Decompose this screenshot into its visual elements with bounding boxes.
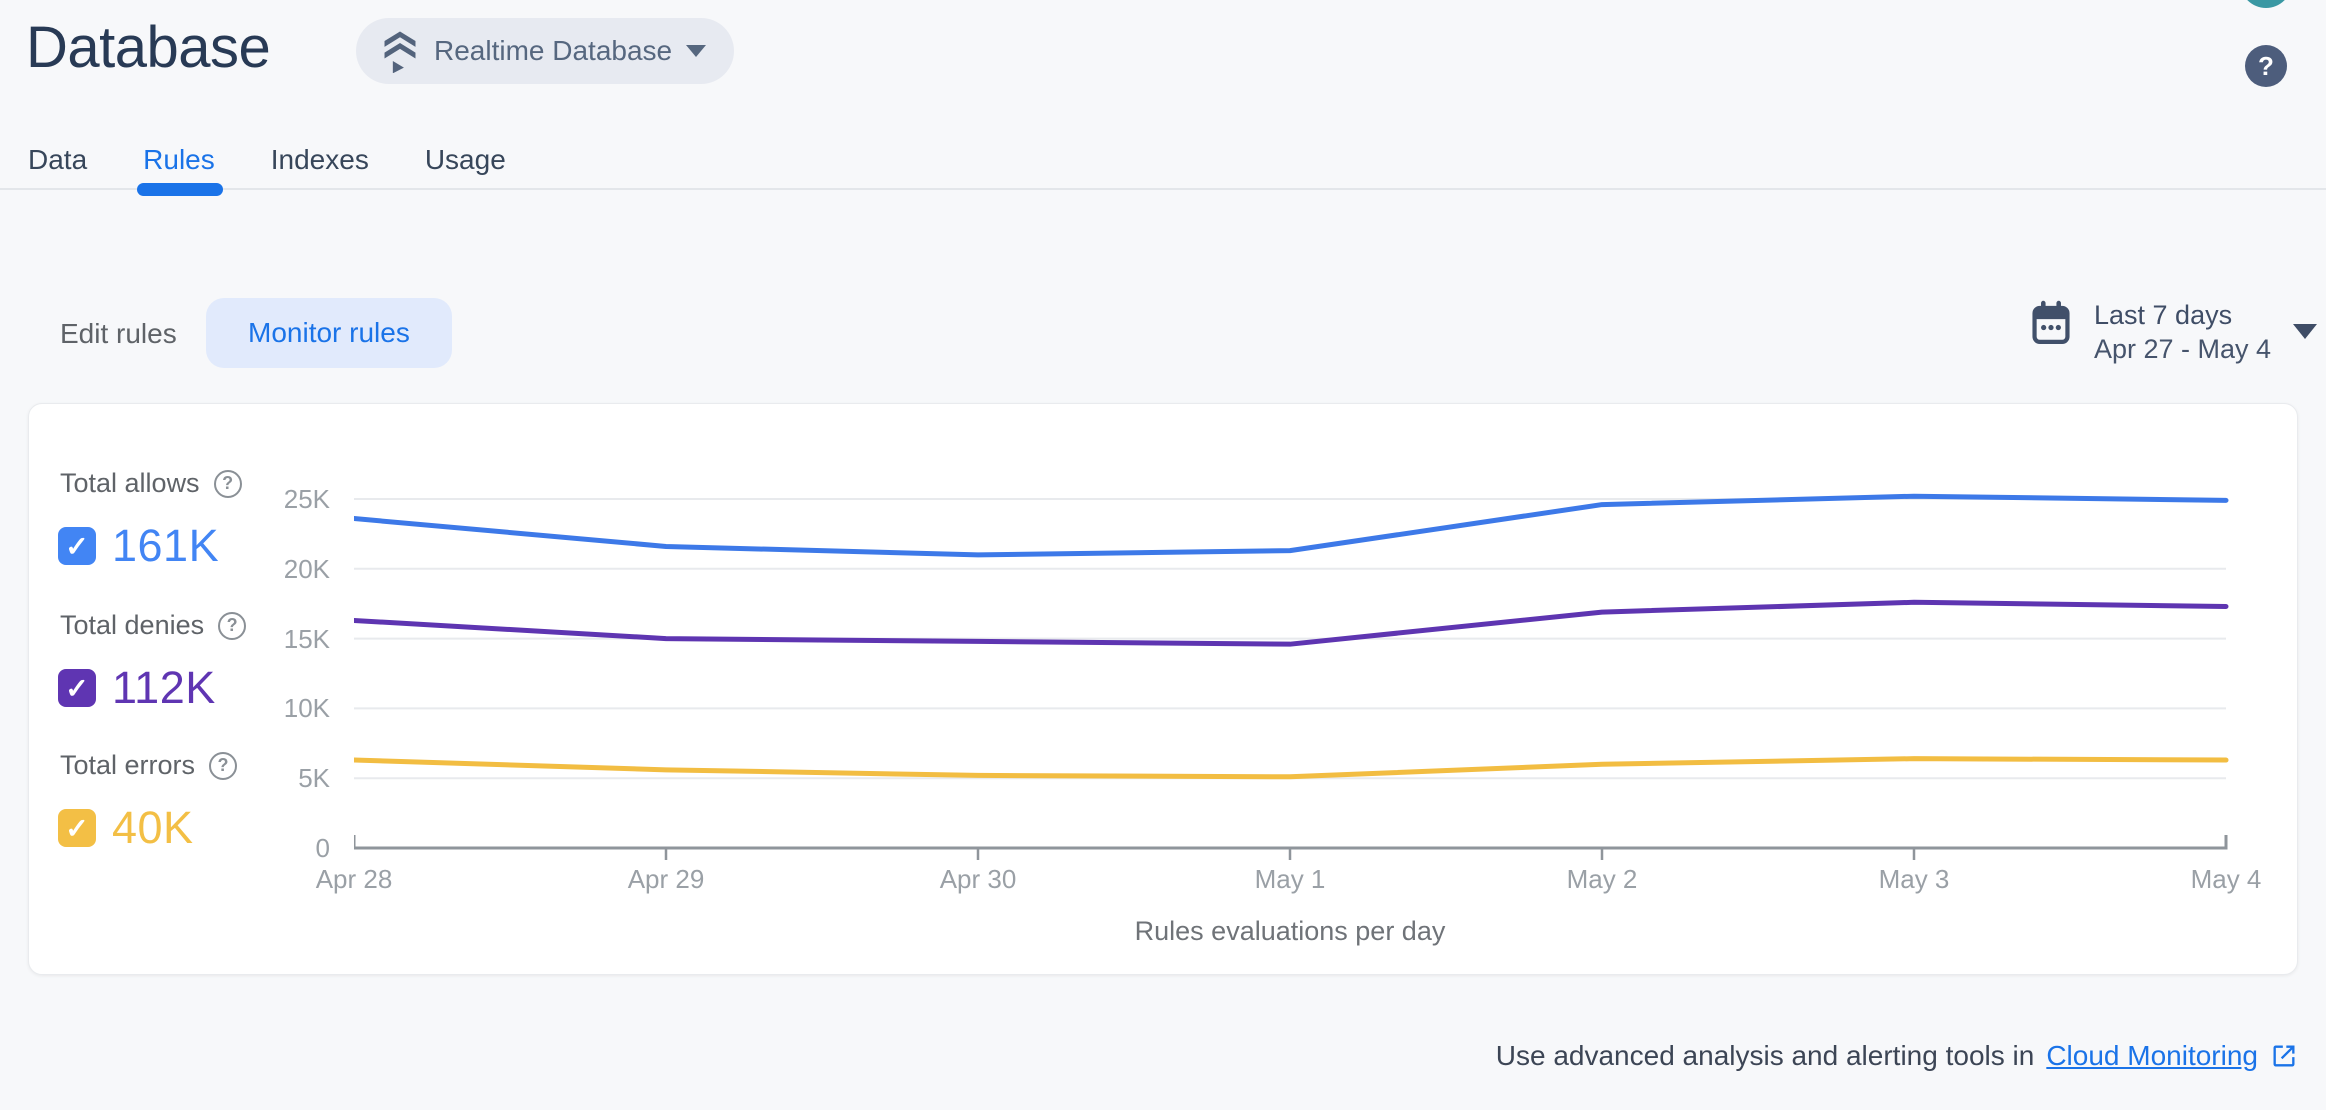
total-allows-checkbox[interactable] [58, 527, 96, 565]
monitor-rules-button[interactable]: Monitor rules [206, 298, 452, 368]
tab-indexes[interactable]: Indexes [270, 144, 369, 175]
total-errors-label: Total errors [60, 750, 196, 780]
x-tick-label: May 4 [2190, 864, 2262, 894]
cloud-monitoring-link[interactable]: Cloud Monitoring [2046, 1040, 2258, 1071]
tab-data[interactable]: Data [28, 144, 88, 175]
x-tick-label: May 2 [1566, 864, 1638, 894]
avatar[interactable] [2240, 0, 2292, 8]
date-range-preset: Last 7 days [2094, 300, 2233, 330]
legend-row: 112K [58, 662, 216, 714]
footer-note: Use advanced analysis and alerting tools… [1496, 1040, 2298, 1072]
total-denies-checkbox[interactable] [58, 669, 96, 707]
y-tick-label: 15K [283, 623, 330, 654]
x-axis-labels: Apr 28 Apr 29 Apr 30 May 1 May 2 May 3 May 4 [316, 864, 2262, 898]
help-icon[interactable] [218, 611, 247, 640]
footer-text: Use advanced analysis and alerting tools… [1495, 1040, 2035, 1071]
x-tick-label: Apr 29 [627, 864, 705, 894]
y-tick-label: 5K [298, 763, 330, 794]
tab-rules[interactable]: Rules [137, 132, 223, 196]
help-icon[interactable] [213, 469, 242, 498]
y-axis-labels: 0 5K 10K 15K 20K 25K [228, 462, 340, 872]
product-selector-dropdown[interactable]: Realtime Database [356, 18, 735, 84]
legend-row: Total denies [60, 610, 247, 641]
y-tick-label: 0 [315, 833, 330, 863]
tab-usage[interactable]: Usage [424, 144, 506, 175]
realtime-database-icon [380, 29, 420, 73]
total-denies-label: Total denies [60, 610, 205, 640]
dropdown-arrow-icon [2293, 324, 2318, 339]
external-link-icon[interactable] [2270, 1042, 2298, 1070]
legend-row: Total errors [60, 750, 238, 781]
calendar-icon [2030, 300, 2072, 346]
question-mark-icon: ? [2258, 50, 2274, 81]
total-denies-value: 112K [112, 662, 216, 713]
total-errors-checkbox[interactable] [58, 809, 96, 847]
product-selector-label: Realtime Database [434, 35, 673, 66]
total-allows-value: 161K [112, 520, 220, 571]
total-allows-label: Total allows [60, 468, 200, 498]
y-tick-label: 20K [283, 553, 330, 584]
total-errors-value: 40K [112, 802, 194, 853]
date-range-selector[interactable]: Last 7 days Apr 27 - May 4 [2030, 298, 2318, 370]
chart-caption: Rules evaluations per day [1134, 916, 1446, 946]
x-tick-label: May 3 [1878, 864, 1950, 894]
y-tick-label: 25K [283, 484, 330, 514]
legend-row: Total allows [60, 468, 242, 499]
x-tick-label: May 1 [1254, 864, 1326, 894]
help-button[interactable]: ? [2245, 45, 2287, 87]
x-tick-label: Apr 30 [939, 864, 1017, 894]
date-range-dates: Apr 27 - May 4 [2094, 334, 2272, 364]
legend-row: 161K [58, 520, 219, 572]
x-tick-label: Apr 28 [315, 864, 393, 894]
y-tick-label: 10K [283, 693, 330, 724]
edit-rules-button[interactable]: Edit rules [60, 318, 177, 349]
chart-plot-area [351, 462, 2234, 872]
legend-row: 40K [58, 802, 194, 854]
help-icon[interactable] [209, 751, 238, 780]
chevron-down-icon [686, 45, 707, 57]
tab-bar: Data Rules Indexes Usage [0, 132, 2326, 196]
rules-evaluations-chart [351, 493, 2229, 860]
page-title: Database [26, 15, 271, 80]
